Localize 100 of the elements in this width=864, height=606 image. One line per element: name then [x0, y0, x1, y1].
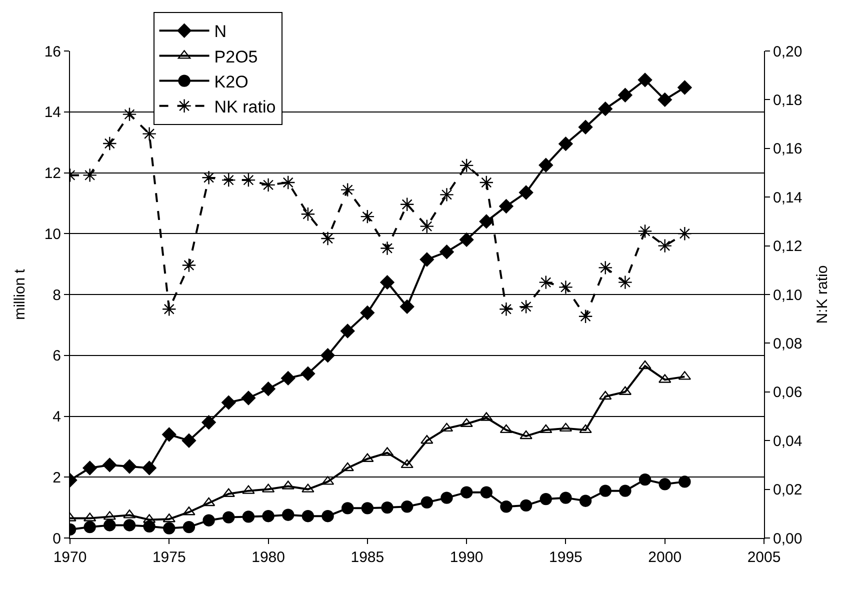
point — [241, 172, 256, 188]
point — [598, 260, 613, 275]
y-tick-label: 10 — [44, 226, 61, 243]
point — [499, 302, 514, 316]
point — [638, 360, 652, 370]
point — [380, 275, 394, 290]
y-tick-label: 2 — [52, 469, 61, 486]
point — [122, 107, 137, 122]
point — [182, 520, 196, 534]
point — [163, 522, 176, 534]
point — [559, 422, 572, 432]
y-tick-label: 6 — [52, 348, 61, 365]
x-tick-label: 2005 — [747, 549, 781, 566]
point — [599, 484, 612, 497]
point — [300, 366, 316, 381]
point — [440, 187, 454, 202]
y2-tick-label: 0,04 — [773, 432, 802, 450]
y2-tick-label: 0,16 — [773, 140, 802, 158]
point — [123, 519, 136, 532]
point — [480, 486, 492, 498]
point — [162, 302, 176, 316]
point — [440, 492, 453, 504]
point — [322, 510, 334, 522]
point — [579, 424, 592, 434]
point — [638, 473, 652, 486]
point — [182, 434, 196, 448]
point — [638, 72, 652, 88]
y-tick-label: 16 — [44, 43, 61, 60]
point — [222, 511, 235, 524]
x-tick-label: 1985 — [350, 549, 384, 566]
y2-axis-title: N:K ratio — [814, 265, 832, 324]
y2-tick-label: 0,12 — [773, 238, 802, 256]
point — [579, 494, 592, 507]
point — [538, 275, 554, 290]
point — [658, 478, 671, 490]
legend-label: NK ratio — [214, 98, 276, 117]
y2-tick-label: 0,02 — [773, 482, 802, 499]
point — [420, 496, 434, 508]
point — [142, 126, 157, 141]
point — [143, 520, 156, 533]
point — [540, 492, 552, 506]
x-tick-label: 1980 — [252, 549, 285, 566]
point — [479, 175, 494, 190]
point — [619, 484, 632, 497]
point — [122, 459, 137, 474]
point — [340, 182, 355, 197]
point — [520, 499, 532, 512]
legend-label: P2O5 — [214, 47, 258, 66]
point — [142, 460, 156, 476]
point — [400, 459, 414, 468]
y-axis-title: million t — [12, 268, 29, 320]
point — [202, 170, 216, 185]
x-tick-label: 1970 — [53, 549, 87, 566]
point — [420, 219, 434, 234]
point — [578, 120, 593, 134]
point — [658, 92, 672, 107]
point — [82, 460, 97, 476]
y2-tick-label: 0,18 — [773, 92, 802, 109]
point — [280, 175, 296, 190]
y-tick-label: 14 — [44, 104, 61, 122]
point — [361, 502, 374, 514]
point — [459, 158, 474, 173]
point — [560, 492, 572, 504]
point — [281, 371, 296, 386]
point — [400, 500, 414, 513]
point — [440, 244, 454, 259]
legend-label: K2O — [214, 72, 248, 92]
point — [400, 300, 414, 314]
point — [222, 395, 236, 410]
point — [300, 206, 316, 222]
point — [261, 178, 276, 192]
point — [678, 80, 692, 95]
point — [599, 390, 612, 400]
point — [242, 510, 255, 523]
y-tick-label: 8 — [52, 286, 61, 304]
y-tick-label: 12 — [44, 165, 61, 182]
x-tick-label: 1990 — [450, 549, 484, 566]
point — [360, 306, 375, 320]
point — [82, 168, 98, 182]
point — [678, 476, 691, 488]
point — [282, 508, 294, 521]
point — [420, 252, 434, 267]
point — [84, 520, 96, 534]
point — [102, 458, 117, 472]
point — [202, 514, 215, 526]
point — [104, 519, 116, 532]
y-tick-label: 4 — [52, 408, 61, 426]
point — [381, 501, 394, 514]
point — [102, 136, 117, 151]
point — [638, 224, 652, 238]
point — [499, 199, 514, 214]
point — [202, 497, 216, 506]
point — [540, 424, 552, 434]
point — [558, 280, 573, 294]
point — [520, 430, 532, 440]
point — [677, 226, 692, 241]
point — [341, 462, 354, 472]
point — [380, 241, 394, 256]
y2-tick-label: 0,06 — [773, 384, 802, 402]
y2-tick-label: 0,14 — [773, 189, 802, 206]
